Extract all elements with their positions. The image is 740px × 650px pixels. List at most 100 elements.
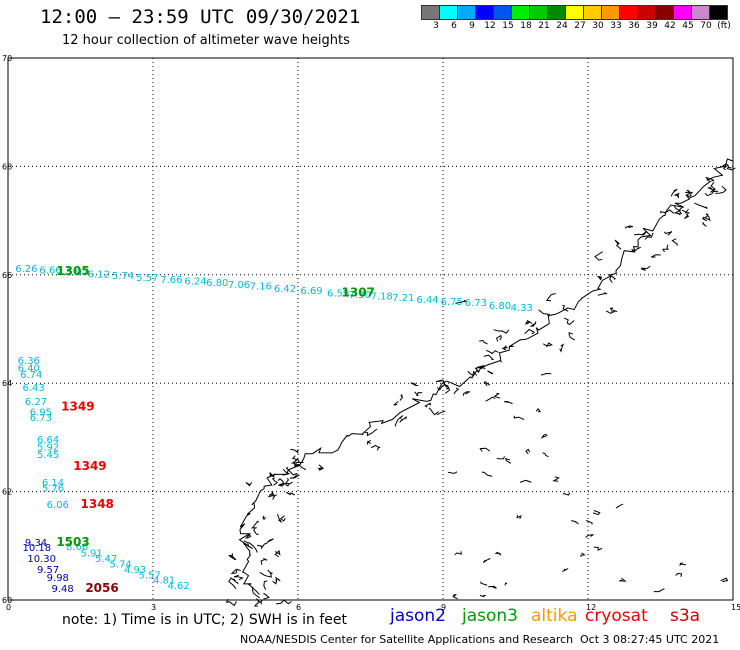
coast-fragment bbox=[486, 349, 499, 355]
coast-fragment bbox=[631, 246, 641, 253]
swh-value: 6.14 bbox=[42, 478, 64, 489]
coast-fragment bbox=[670, 188, 678, 197]
color-legend bbox=[421, 5, 728, 20]
coast-fragment bbox=[251, 520, 260, 529]
swh-value: 6.12 bbox=[88, 270, 110, 281]
inland-lake bbox=[542, 452, 549, 458]
coast-fragment bbox=[393, 401, 399, 406]
pass-time: 1503 bbox=[56, 535, 89, 549]
coast-fragment bbox=[289, 474, 300, 479]
coast-fragment bbox=[462, 391, 471, 396]
swh-track-labels: 6.26 6.66 5.97 6.12 5.74 5.57 7.66 6.24 6.80 7.06… bbox=[15, 264, 533, 595]
coast-fragment bbox=[294, 463, 306, 471]
swh-value: 7.66 bbox=[160, 275, 182, 286]
coast-fragment bbox=[414, 391, 423, 396]
inland-lake bbox=[481, 471, 493, 477]
inland-lake bbox=[493, 393, 501, 399]
legend-label: 42 bbox=[664, 21, 676, 31]
lon-tick-label: 3 bbox=[151, 603, 156, 612]
inland-lake bbox=[479, 594, 486, 598]
inland-lake bbox=[435, 379, 445, 383]
swh-value: 7.06 bbox=[228, 280, 250, 291]
coast-fragment bbox=[248, 541, 258, 553]
coast-fragment bbox=[254, 600, 259, 607]
coast-fragment bbox=[563, 317, 575, 326]
swh-value: 4.93 bbox=[124, 565, 146, 576]
coast-fragment bbox=[428, 407, 439, 416]
swh-value: 6.24 bbox=[184, 277, 206, 288]
coast-fragment bbox=[399, 416, 407, 423]
coast-fragment bbox=[225, 599, 237, 607]
coast-fragment bbox=[291, 461, 304, 464]
legend-label: 33 bbox=[610, 21, 622, 31]
coast-fragment bbox=[251, 586, 261, 599]
swh-value: 9.48 bbox=[52, 584, 74, 595]
axis-ticks: 70 68 66 64 62 600 3 6 9 12 15 bbox=[2, 54, 740, 612]
legend-label: 18 bbox=[520, 21, 532, 31]
coast-fragment bbox=[232, 578, 239, 585]
coast-fragment bbox=[474, 366, 486, 372]
swh-value: 6.80 bbox=[206, 278, 228, 289]
coast-fragment bbox=[673, 192, 680, 199]
swh-value: 6.27 bbox=[25, 397, 47, 408]
coast-fragment bbox=[568, 331, 575, 341]
coast-fragment bbox=[662, 244, 670, 253]
legend-label: 12 bbox=[484, 21, 496, 31]
coast-fragment bbox=[285, 466, 298, 476]
inland-lake bbox=[504, 582, 508, 586]
inland-lake bbox=[562, 492, 571, 496]
coast-fragment bbox=[257, 542, 268, 550]
pass-time: 1307 bbox=[342, 285, 375, 299]
coast-fragment bbox=[244, 534, 252, 539]
satellite-jason2: jason2 bbox=[390, 606, 446, 626]
inland-lake bbox=[452, 594, 458, 600]
inland-lake bbox=[513, 415, 525, 420]
inland-lake bbox=[580, 552, 586, 557]
coast-fragment bbox=[493, 329, 510, 334]
lon-tick-label: 9 bbox=[441, 603, 446, 612]
inland-lake bbox=[619, 577, 627, 582]
inland-lake bbox=[504, 457, 512, 464]
lat-tick-label: 62 bbox=[2, 488, 12, 497]
swh-value: 10.30 bbox=[27, 554, 56, 565]
swh-value: 4.33 bbox=[511, 303, 533, 314]
inland-lake bbox=[455, 300, 467, 304]
coast-fragment bbox=[704, 190, 719, 197]
inland-lake bbox=[535, 407, 542, 413]
coast-fragment bbox=[562, 304, 569, 312]
satellite-altika: altika bbox=[531, 606, 578, 626]
coast-fragment bbox=[542, 342, 553, 348]
swh-value: 7.18 bbox=[371, 292, 393, 303]
coast-fragment bbox=[609, 307, 614, 313]
swh-value: 6.95 bbox=[30, 408, 52, 419]
pass-time: 2056 bbox=[85, 581, 118, 595]
lat-tick-label: 66 bbox=[2, 271, 12, 280]
coast-fragment bbox=[267, 569, 273, 575]
coast-fragment bbox=[436, 384, 449, 391]
swh-value: 6.59 bbox=[327, 288, 349, 299]
coast-fragment bbox=[483, 354, 495, 361]
inland-lake bbox=[487, 370, 494, 375]
swh-value: 5.92 bbox=[37, 442, 59, 453]
coast-fragment bbox=[634, 230, 648, 236]
coast-fragment bbox=[276, 599, 292, 605]
coast-fragment bbox=[707, 186, 716, 191]
coast-fragment bbox=[266, 538, 274, 544]
swh-value: 5.74 bbox=[110, 559, 132, 570]
legend-label: 27 bbox=[574, 21, 586, 31]
swh-value: 6.74 bbox=[20, 370, 42, 381]
coast-fragment bbox=[364, 428, 378, 437]
coast-fragment bbox=[410, 382, 419, 386]
coast-fragment bbox=[694, 202, 708, 209]
legend-label: 21 bbox=[538, 21, 550, 31]
coast-fragment bbox=[317, 464, 325, 471]
mainland-coast bbox=[238, 158, 734, 595]
coast-fragment bbox=[260, 557, 268, 565]
inland-lake bbox=[653, 588, 665, 593]
satellite-jason3: jason3 bbox=[462, 606, 518, 626]
swh-value: 7.16 bbox=[250, 281, 272, 292]
credit-line: NOAA/NESDIS Center for Satellite Applica… bbox=[240, 633, 719, 646]
coast-fragment bbox=[256, 598, 263, 605]
coast-fragment bbox=[640, 265, 651, 271]
coast-fragment bbox=[267, 493, 278, 498]
